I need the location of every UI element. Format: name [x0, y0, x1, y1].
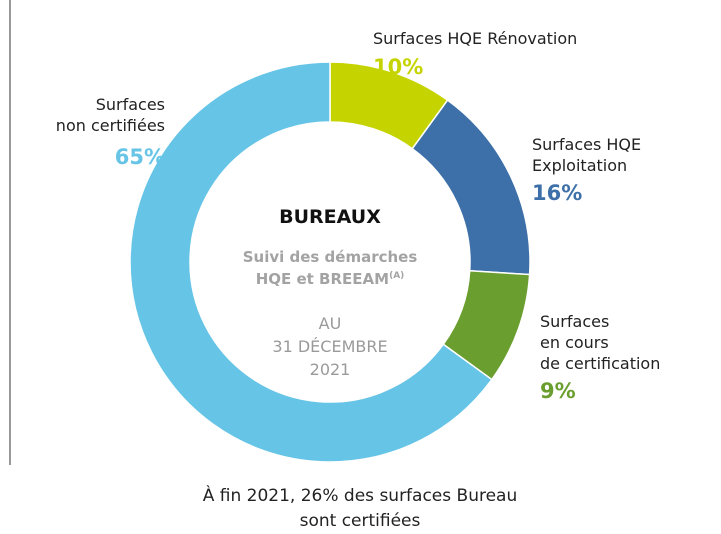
center-subtitle-block: Suivi des démarches HQE et BREEAM(A) [190, 248, 470, 289]
segment-label: Surfaces en cours de certification [540, 312, 661, 373]
center-title: BUREAUX [279, 206, 381, 228]
segment-value-label: 65% [114, 145, 165, 169]
segment-value-label: 16% [532, 181, 583, 205]
segment-label: Surfaces non certifiées [55, 95, 165, 135]
segment-label: Surfaces HQE Exploitation [532, 135, 642, 175]
donut-segment [129, 61, 493, 463]
center-date: AU 31 DÉCEMBRE 2021 [272, 314, 388, 379]
center-subtitle-note: (A) [389, 271, 405, 281]
segment-label: Surfaces HQE Rénovation [373, 29, 578, 48]
center-subtitle: Suivi des démarches HQE et BREEAM [242, 248, 418, 288]
footnote: À fin 2021, 26% des surfaces Bureau sont… [202, 486, 518, 531]
segment-value-label: 10% [373, 55, 424, 79]
segment-value-label: 9% [540, 379, 576, 403]
